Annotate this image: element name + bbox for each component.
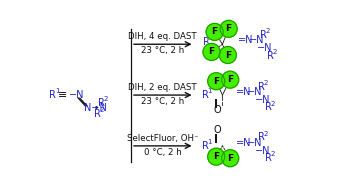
Circle shape (203, 43, 220, 60)
Text: R: R (202, 90, 209, 100)
Text: −N: −N (247, 87, 263, 97)
Text: F: F (225, 24, 232, 33)
Text: R: R (265, 102, 272, 112)
Text: ≡: ≡ (58, 90, 68, 100)
Circle shape (222, 71, 239, 88)
Text: R: R (203, 37, 210, 47)
Text: 1: 1 (208, 35, 213, 41)
Circle shape (220, 20, 237, 37)
Text: F: F (227, 154, 233, 163)
Text: 2: 2 (103, 96, 107, 102)
Text: DIH, 4 eq. DAST: DIH, 4 eq. DAST (129, 32, 197, 41)
Text: 23 °C, 2 h: 23 °C, 2 h (141, 97, 184, 106)
Text: −N: −N (255, 95, 270, 105)
Text: R: R (94, 109, 101, 119)
Circle shape (222, 150, 239, 167)
Text: R: R (267, 51, 273, 61)
Text: −N: −N (69, 90, 85, 100)
Text: 2: 2 (265, 28, 269, 34)
Text: R: R (202, 141, 209, 151)
Text: 1: 1 (208, 88, 212, 94)
Circle shape (206, 23, 223, 40)
Text: DIH, 2 eq. DAST: DIH, 2 eq. DAST (129, 83, 197, 92)
Circle shape (208, 73, 225, 90)
Text: =N: =N (236, 138, 252, 148)
Text: R: R (98, 98, 105, 108)
Text: N−N: N−N (85, 103, 107, 113)
Text: R: R (258, 132, 265, 142)
Text: 2: 2 (99, 108, 104, 113)
Circle shape (208, 148, 225, 165)
Text: −N: −N (255, 146, 270, 156)
Text: R: R (258, 82, 265, 92)
Text: F: F (208, 47, 214, 57)
Text: 2: 2 (264, 131, 268, 137)
Text: R: R (265, 153, 272, 163)
Text: F: F (225, 50, 231, 60)
Text: 1: 1 (208, 139, 212, 145)
Text: R: R (49, 90, 56, 100)
Text: 0 °C, 2 h: 0 °C, 2 h (144, 148, 182, 156)
Text: F: F (213, 152, 219, 161)
Circle shape (219, 46, 236, 64)
Text: O: O (213, 105, 221, 115)
Text: F: F (212, 27, 218, 36)
Text: =N: =N (236, 87, 252, 97)
Text: 23 °C, 2 h: 23 °C, 2 h (141, 46, 184, 55)
Text: 2: 2 (272, 49, 277, 55)
Text: SelectFluor, OH⁻: SelectFluor, OH⁻ (127, 134, 198, 143)
Text: O: O (213, 125, 221, 136)
Text: =N: =N (238, 35, 253, 45)
Text: 2: 2 (264, 80, 268, 86)
Text: 2: 2 (270, 151, 275, 157)
Text: F: F (213, 77, 219, 86)
Text: R: R (260, 30, 267, 40)
Text: −N: −N (249, 35, 264, 45)
Text: 1: 1 (55, 88, 60, 94)
Text: 2: 2 (270, 101, 275, 107)
Text: −N: −N (247, 138, 263, 148)
Text: −N: −N (256, 43, 272, 53)
Text: F: F (227, 75, 233, 84)
